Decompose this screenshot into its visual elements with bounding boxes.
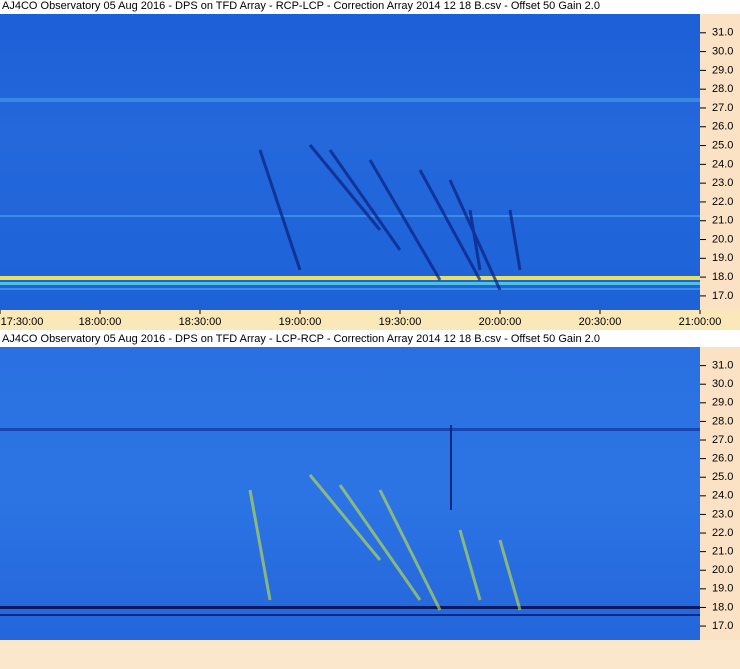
- y-tick-label: 21.0: [712, 546, 733, 558]
- y-tick-label: 29.0: [712, 64, 733, 76]
- y-tick-label: 23.0: [712, 508, 733, 520]
- y-tick-label: 31.0: [712, 360, 733, 372]
- chart-title: AJ4CO Observatory 05 Aug 2016 - DPS on T…: [2, 0, 600, 12]
- y-tick-label: 28.0: [712, 415, 733, 427]
- y-tick-label: 20.0: [712, 233, 733, 245]
- x-tick-label: 18:30:00: [179, 316, 222, 328]
- y-tick-label: 20.0: [712, 564, 733, 576]
- y-tick-label: 18.0: [712, 601, 733, 613]
- y-tick-label: 21.0: [712, 215, 733, 227]
- y-tick-label: 17.0: [712, 290, 733, 302]
- y-tick-label: 26.0: [712, 121, 733, 133]
- x-tick-label: 20:00:00: [479, 316, 522, 328]
- title-bar: [0, 330, 740, 347]
- y-tick-label: 30.0: [712, 378, 733, 390]
- x-tick-label: 19:30:00: [379, 316, 422, 328]
- y-tick-label: 24.0: [712, 158, 733, 170]
- time-strip: [0, 310, 740, 330]
- x-tick-label: 17:30:00: [1, 316, 44, 328]
- chart-title: AJ4CO Observatory 05 Aug 2016 - DPS on T…: [2, 333, 600, 345]
- y-tick-label: 26.0: [712, 453, 733, 465]
- y-tick-label: 27.0: [712, 434, 733, 446]
- title-bar: [0, 0, 740, 14]
- spectrogram-image: [0, 14, 700, 640]
- y-tick-label: 18.0: [712, 271, 733, 283]
- axis-strip: [700, 14, 740, 310]
- y-tick-label: 19.0: [712, 252, 733, 264]
- x-tick-label: 19:00:00: [279, 316, 322, 328]
- x-tick-label: 21:00:00: [679, 316, 722, 328]
- y-tick-label: 24.0: [712, 490, 733, 502]
- y-tick-label: 31.0: [712, 27, 733, 39]
- y-tick-label: 30.0: [712, 45, 733, 57]
- x-tick-label: 20:30:00: [579, 316, 622, 328]
- y-tick-label: 28.0: [712, 83, 733, 95]
- y-tick-label: 23.0: [712, 177, 733, 189]
- y-tick-label: 19.0: [712, 583, 733, 595]
- x-tick-label: 18:00:00: [79, 316, 122, 328]
- y-tick-label: 22.0: [712, 527, 733, 539]
- axis-strip: [700, 347, 740, 640]
- y-tick-label: 17.0: [712, 620, 733, 632]
- y-tick-label: 29.0: [712, 397, 733, 409]
- y-tick-label: 22.0: [712, 196, 733, 208]
- y-tick-label: 25.0: [712, 471, 733, 483]
- y-tick-label: 25.0: [712, 139, 733, 151]
- y-tick-label: 27.0: [712, 102, 733, 114]
